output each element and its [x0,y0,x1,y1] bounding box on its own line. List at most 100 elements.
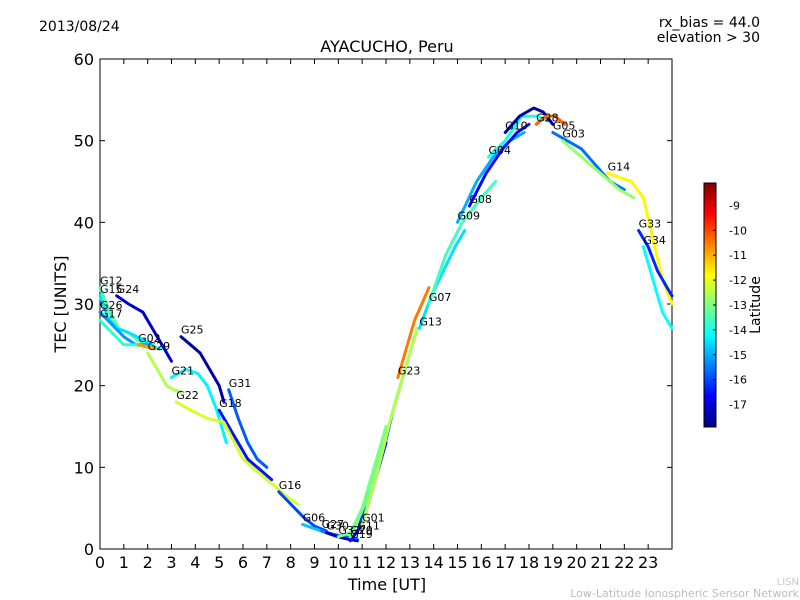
series-label-g10: G10 [505,120,528,133]
x-tick-label: 3 [166,553,176,572]
x-tick-label: 8 [286,553,296,572]
rx-bias-label: rx_bias = 44.0 [659,15,760,31]
colorbar-tick-label: -13 [729,299,747,312]
colorbar-tick-label: -10 [729,224,747,237]
y-axis-label: TEC [UNITS] [51,256,70,354]
x-tick-label: 17 [495,553,515,572]
series-line-g23 [396,286,431,379]
series-layer [98,106,674,543]
footer-org-short: LISN [777,577,799,588]
x-tick-label: 1 [119,553,129,572]
x-tick-label: 14 [423,553,443,572]
x-tick-label: 7 [262,553,272,572]
x-tick-label: 2 [143,553,153,572]
series-label-g23: G23 [398,365,421,378]
series-label-g06: G06 [303,512,326,525]
series-label-g12: G12 [100,275,123,288]
x-tick-label: 19 [543,553,563,572]
series-label-g01: G01 [362,512,385,525]
x-tick-label: 5 [214,553,224,572]
y-tick-label: 10 [74,458,94,477]
series-label-g07: G07 [429,291,452,304]
series-label-g16: G16 [279,479,302,492]
y-tick-label: 40 [74,213,94,232]
series-line-g18 [217,408,274,482]
series-label-g05: G05 [553,120,576,133]
footer-org-full: Low-Latitude Ionospheric Sensor Network [570,587,799,600]
x-tick-label: 11 [352,553,372,572]
colorbar-ticks: -9 -10 -11 -12 -13 -14 -15 -16 -17 [713,199,747,412]
series-label-g18: G18 [219,397,242,410]
colorbar-tick-label: -17 [729,399,747,412]
x-tick-label: 22 [614,553,634,572]
series-line-g24 [115,294,173,363]
series-line-g22 [174,400,300,506]
series-label-g28: G28 [536,111,559,124]
series-line-g02 [136,343,157,351]
colorbar-tick-label: -12 [729,274,747,287]
y-tick-label: 0 [84,540,94,559]
x-tick-label: 16 [471,553,491,572]
series-line-g15 [98,294,154,347]
series-label-g17: G17 [100,307,123,320]
series-label-g15: G15 [100,283,123,296]
x-tick-label: 21 [590,553,610,572]
x-tick-label: 18 [519,553,539,572]
colorbar-tick-label: -14 [729,324,747,337]
series-label-g11: G11 [357,520,380,533]
y-axis: 0 10 20 30 40 50 60 [74,50,672,559]
series-label-g08: G08 [469,193,492,206]
y-tick-label: 60 [74,50,94,69]
series-label-g31: G31 [229,377,252,390]
series-line-g08 [467,122,531,208]
plot-area [99,58,673,550]
x-tick-label: 15 [447,553,467,572]
series-label-g29: G29 [148,340,171,353]
series-line-g25 [179,335,226,404]
series-label-g30: G30 [326,520,349,533]
x-tick-label: 12 [376,553,396,572]
x-tick-label: 9 [309,553,319,572]
series-line-g28 [534,114,567,126]
series-label-g24: G24 [117,283,140,296]
series-line-g33 [637,229,674,298]
series-label-g22: G22 [176,389,199,402]
y-tick-label: 30 [74,295,94,314]
x-tick-label: 4 [190,553,200,572]
colorbar-tick-label: -9 [729,199,740,212]
series-label-g04: G04 [488,144,511,157]
series-label-g25: G25 [181,324,204,337]
elevation-label: elevation > 30 [657,30,760,46]
series-label-g02: G02 [138,332,161,345]
series-line-g13 [417,229,467,330]
chart-title: AYACUCHO, Peru [320,37,453,56]
series-label-g20: G20 [350,524,373,537]
x-tick-label: 10 [328,553,348,572]
colorbar-tick-label: -11 [729,249,747,262]
y-tick-label: 50 [74,132,94,151]
x-tick-label: 0 [95,553,105,572]
series-label-g21: G21 [172,365,195,378]
date-label: 2013/08/24 [39,19,120,35]
series-line-g29 [146,351,183,394]
series-line-g07 [427,180,498,306]
series-label-g32: G32 [338,524,361,537]
series-label-g33: G33 [639,218,662,231]
x-axis: 0 1 2 3 4 5 6 7 8 9 10 11 12 13 14 15 16 17 18 19 20 21 22 23 [95,59,658,572]
x-axis-label: Time [UT] [347,575,426,594]
series-label-g27: G27 [322,518,345,531]
series-line-g01 [360,327,419,526]
y-tick-label: 20 [74,377,94,396]
series-label-g34: G34 [643,234,666,247]
x-tick-label: 20 [566,553,586,572]
series-label-g26: G26 [100,299,123,312]
series-label-g09: G09 [458,209,481,222]
series-line-g09 [456,131,526,224]
series-line-g21 [170,367,228,445]
x-tick-label: 23 [638,553,658,572]
colorbar-tick-label: -16 [729,374,747,387]
series-label-g14: G14 [608,160,631,173]
x-tick-label: 6 [238,553,248,572]
